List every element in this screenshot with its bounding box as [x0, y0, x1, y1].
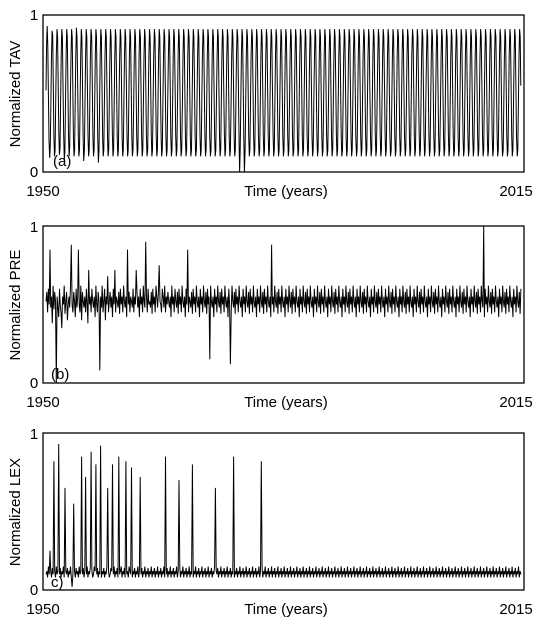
panel-a-xlabel: Time (years) [244, 183, 328, 200]
panel-c-label: c) [51, 574, 64, 591]
panel-b-xtick-left: 1950 [26, 394, 59, 411]
panel-c-xtick-right: 2015 [499, 601, 532, 618]
panel-b: 1 0 1950 2015 Time (years) Normalized PR… [7, 219, 533, 411]
panel-a-xtick-right: 2015 [499, 183, 532, 200]
panel-a-series-line [45, 25, 522, 173]
panel-b-label: (b) [51, 366, 69, 383]
panel-b-xlabel: Time (years) [244, 394, 328, 411]
panel-c-series-line [45, 443, 522, 587]
panel-a-xtick-left: 1950 [26, 183, 59, 200]
panel-a-ytick-bottom: 0 [30, 164, 38, 181]
panel-c-xtick-left: 1950 [26, 601, 59, 618]
panel-b-ytick-top: 1 [30, 219, 38, 236]
panel-c-xlabel: Time (years) [244, 601, 328, 618]
panel-b-ylabel: Normalized PRE [7, 250, 24, 361]
panel-a: 1 0 1950 2015 Time (years) Normalized TA… [7, 7, 533, 200]
panel-a-frame [42, 14, 525, 173]
panel-b-series-line [45, 225, 522, 384]
panel-c-ytick-top: 1 [30, 426, 38, 443]
panel-b-frame [42, 225, 525, 384]
panel-c-ytick-bottom: 0 [30, 582, 38, 599]
panel-a-label: (a) [53, 153, 71, 170]
panel-c-ylabel: Normalized LEX [7, 458, 24, 566]
panel-b-xtick-right: 2015 [499, 394, 532, 411]
panel-b-ytick-bottom: 0 [30, 375, 38, 392]
panel-c: 1 0 1950 2015 Time (years) Normalized LE… [7, 426, 533, 618]
panel-a-ylabel: Normalized TAV [7, 41, 24, 148]
panel-c-frame [42, 432, 525, 591]
panel-a-ytick-top: 1 [30, 7, 38, 24]
